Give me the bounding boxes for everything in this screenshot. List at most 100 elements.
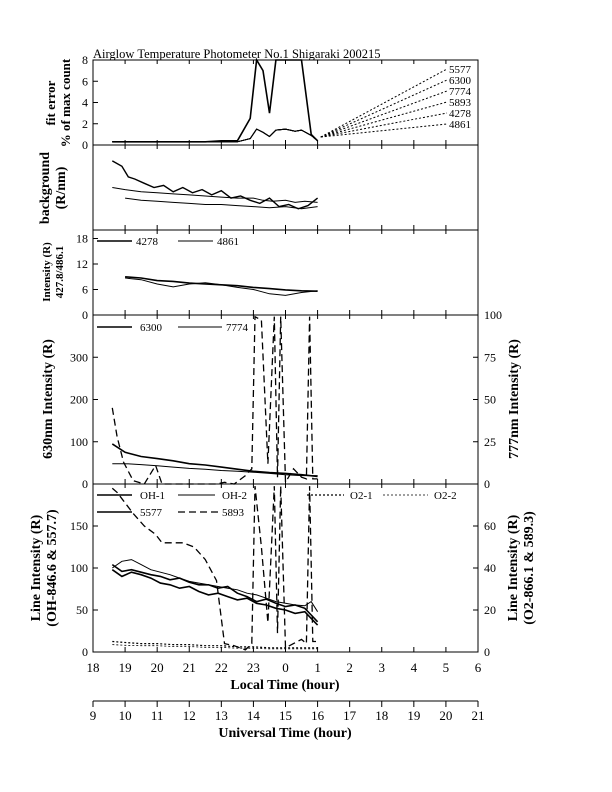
y-axis-label: background — [38, 152, 53, 224]
x-tick-label: 5 — [443, 660, 450, 675]
y-tick-label: 150 — [70, 519, 88, 533]
y-tick-label-right: 0 — [484, 477, 490, 491]
ut-tick-label: 11 — [151, 708, 164, 723]
fit-error-line — [112, 128, 318, 143]
y-tick-label: 0 — [82, 645, 88, 659]
ut-tick-label: 21 — [472, 708, 485, 723]
fit-error-legend-label: 5893 — [449, 97, 472, 109]
legend-label-4278: 4278 — [136, 236, 159, 248]
ut-tick-label: 20 — [439, 708, 452, 723]
line-4861 — [125, 277, 318, 296]
fit-error-legend-label: 7774 — [449, 86, 472, 98]
y-tick-label: 100 — [70, 561, 88, 575]
y-tick-label-right: 75 — [484, 350, 496, 364]
ut-tick-label: 9 — [90, 708, 97, 723]
ut-tick-label: 10 — [119, 708, 132, 723]
y-tick-label: 4 — [82, 96, 88, 110]
fit-error-line — [112, 128, 318, 143]
x-tick-label: 4 — [411, 660, 418, 675]
fit-error-line — [112, 128, 318, 143]
y-axis-label: Intensity (R) — [41, 242, 53, 302]
background-line — [112, 187, 318, 203]
x-tick-label: 19 — [119, 660, 132, 675]
line-oh-2 — [112, 559, 319, 612]
x-tick-label: 21 — [183, 660, 196, 675]
y-tick-label: 50 — [76, 603, 88, 617]
fit-error-line — [112, 128, 318, 143]
chart-marks — [92, 57, 479, 707]
fit-error-leader — [320, 79, 448, 138]
x-tick-label: 22 — [215, 660, 228, 675]
y-tick-label-right: 20 — [484, 603, 496, 617]
line-o2-2 — [112, 644, 318, 650]
y-tick-label: 12 — [76, 257, 88, 271]
y-tick-label-right: 0 — [484, 645, 490, 659]
background-line — [125, 197, 318, 210]
fit-error-leader — [320, 123, 448, 138]
ut-tick-label: 17 — [343, 708, 357, 723]
y-tick-label-right: 60 — [484, 519, 496, 533]
y-axis-label-right: Line Intensity (R) — [506, 514, 521, 621]
y-tick-label: 0 — [82, 308, 88, 322]
y-axis-label-right: 777nm Intensity (R) — [507, 339, 522, 459]
fit-error-leader — [320, 101, 448, 138]
fit-error-leader — [320, 112, 448, 138]
legend-label-o2-2: O2-2 — [434, 490, 457, 502]
y-tick-label: 0 — [82, 138, 88, 152]
fit-error-leader — [320, 68, 448, 138]
legend-label-6300: 6300 — [140, 322, 163, 334]
line-777-right-axis — [111, 315, 318, 485]
panel-frame-1 — [92, 144, 479, 231]
y-tick-label: 300 — [70, 350, 88, 364]
x-tick-label: 3 — [379, 660, 386, 675]
y-tick-label: 6 — [82, 74, 88, 88]
x-tick-label: 2 — [346, 660, 353, 675]
y-tick-label: 0 — [82, 477, 88, 491]
y-tick-label: 2 — [82, 117, 88, 131]
x-tick-label: 18 — [87, 660, 100, 675]
y-axis-label: 630nm Intensity (R) — [41, 339, 56, 459]
y-tick-label-right: 40 — [484, 561, 496, 575]
legend-label-o2-1: O2-1 — [350, 490, 373, 502]
y-tick-label: 18 — [76, 232, 88, 246]
y-axis-label: Line Intensity (R) — [29, 514, 44, 621]
y-tick-label-right: 25 — [484, 435, 496, 449]
legend-label-5893: 5893 — [222, 507, 245, 519]
line-4278 — [125, 276, 318, 292]
ut-tick-label: 13 — [215, 708, 228, 723]
x-tick-label: 6 — [475, 660, 482, 675]
ut-tick-label: 19 — [407, 708, 420, 723]
y-axis-label: (R/nm) — [54, 166, 69, 209]
x-tick-label: 20 — [151, 660, 164, 675]
y-tick-label: 6 — [82, 283, 88, 297]
line-o2-1 — [112, 640, 318, 649]
x-tick-label: 0 — [282, 660, 289, 675]
fit-error-line — [112, 128, 318, 143]
line-7774 — [112, 463, 318, 477]
figure-title: Airglow Temperature Photometer No.1 Shig… — [93, 47, 381, 61]
y-axis-label-right: (O2-866.1 & 589.3) — [522, 511, 537, 625]
legend-label-oh-2: OH-2 — [222, 490, 247, 502]
ut-tick-label: 15 — [279, 708, 292, 723]
y-axis-label: (OH-846.6 & 557.7) — [45, 509, 60, 627]
line-5893 — [111, 486, 318, 651]
line-6300 — [111, 443, 318, 478]
fit-error-legend-label: 6300 — [449, 75, 472, 87]
y-axis-label: fit error — [43, 80, 58, 125]
legend-label-5577: 5577 — [140, 507, 163, 519]
legend-label-4861: 4861 — [217, 236, 239, 248]
ut-axis-label: Universal Time (hour) — [218, 726, 352, 741]
x-tick-label: 1 — [314, 660, 321, 675]
fit-error-legend-label: 4861 — [449, 119, 471, 131]
ut-tick-label: 16 — [311, 708, 325, 723]
ut-tick-label: 12 — [183, 708, 196, 723]
fit-error-legend-label: 4278 — [449, 108, 472, 120]
y-tick-label-right: 50 — [484, 393, 496, 407]
fit-error-leader — [320, 90, 448, 138]
legend-label-7774: 7774 — [226, 322, 249, 334]
background-line — [111, 160, 319, 210]
panel-frame-0 — [92, 59, 479, 146]
panel-frame-3 — [92, 314, 479, 485]
y-tick-label: 100 — [70, 435, 88, 449]
